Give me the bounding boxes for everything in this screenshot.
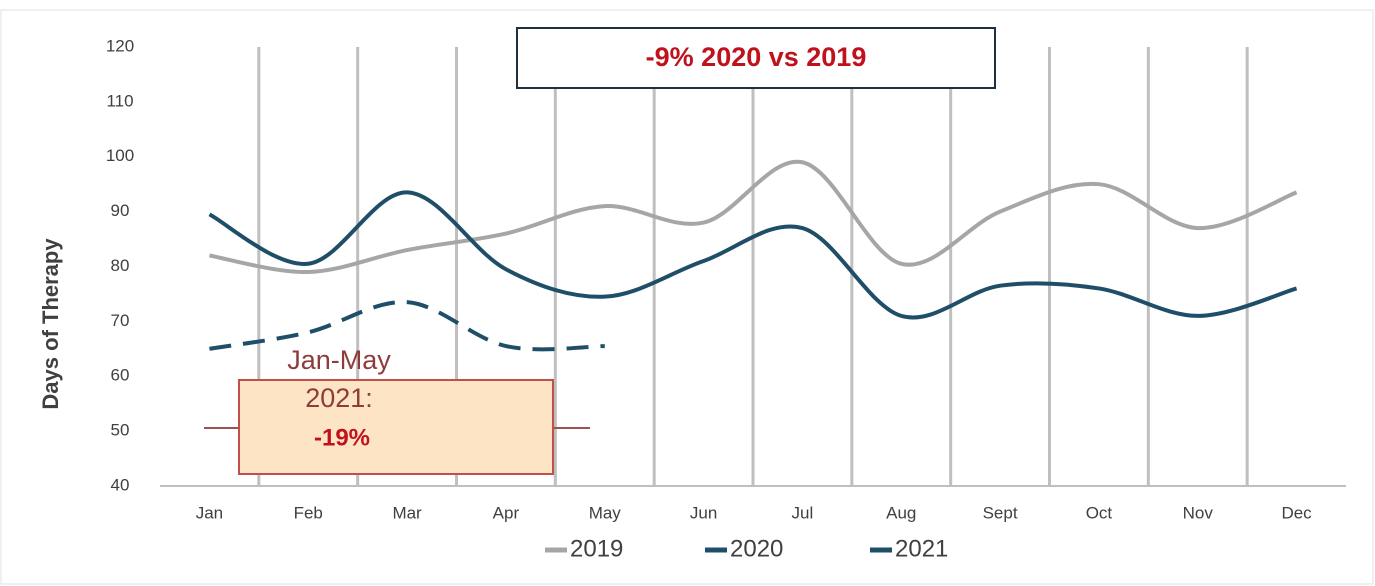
x-tick-label: Aug [886, 503, 916, 522]
x-tick-label: Apr [493, 503, 520, 522]
y-tick-label: 40 [111, 475, 130, 494]
callout-line: Jan-May [287, 345, 391, 375]
x-tick-label: May [589, 503, 622, 522]
x-tick-label: Jul [792, 503, 814, 522]
annotation-box [516, 27, 996, 89]
x-tick-label: Jun [690, 503, 717, 522]
series-line [208, 190, 1298, 320]
legend-label: 2019 [570, 535, 623, 562]
legend-label: 2021 [895, 535, 948, 562]
x-tick-label: Oct [1086, 503, 1113, 522]
x-tick-label: Jan [196, 503, 223, 522]
x-tick-label: Mar [392, 503, 422, 522]
y-tick-label: 120 [106, 36, 134, 55]
y-tick-label: 80 [111, 256, 130, 275]
lines [208, 159, 1298, 352]
y-tick-label: 110 [106, 91, 133, 110]
legend: 2019 2020 2021 [545, 535, 948, 562]
legend-label: 2020 [730, 535, 783, 562]
x-tick-label: Dec [1281, 503, 1312, 522]
y-axis-label: Days of Therapy [38, 238, 63, 410]
series-line [209, 300, 605, 352]
x-tick-label: Nov [1183, 503, 1214, 522]
y-tick-label: 50 [111, 421, 130, 440]
x-tick-label: Sept [983, 503, 1018, 522]
x-tick-label: Feb [294, 503, 323, 522]
annotation-title: -9% 2020 vs 2019 [646, 42, 867, 72]
callout-value: -19% [314, 424, 370, 451]
series-line [209, 159, 1298, 274]
callout-box [238, 379, 554, 475]
callout-line: 2021: [305, 383, 373, 413]
y-tick-label: 90 [111, 201, 130, 220]
y-tick-label: 70 [111, 311, 130, 330]
y-tick-label: 60 [111, 366, 130, 385]
frame [0, 9, 1374, 585]
y-tick-label: 100 [106, 146, 134, 165]
